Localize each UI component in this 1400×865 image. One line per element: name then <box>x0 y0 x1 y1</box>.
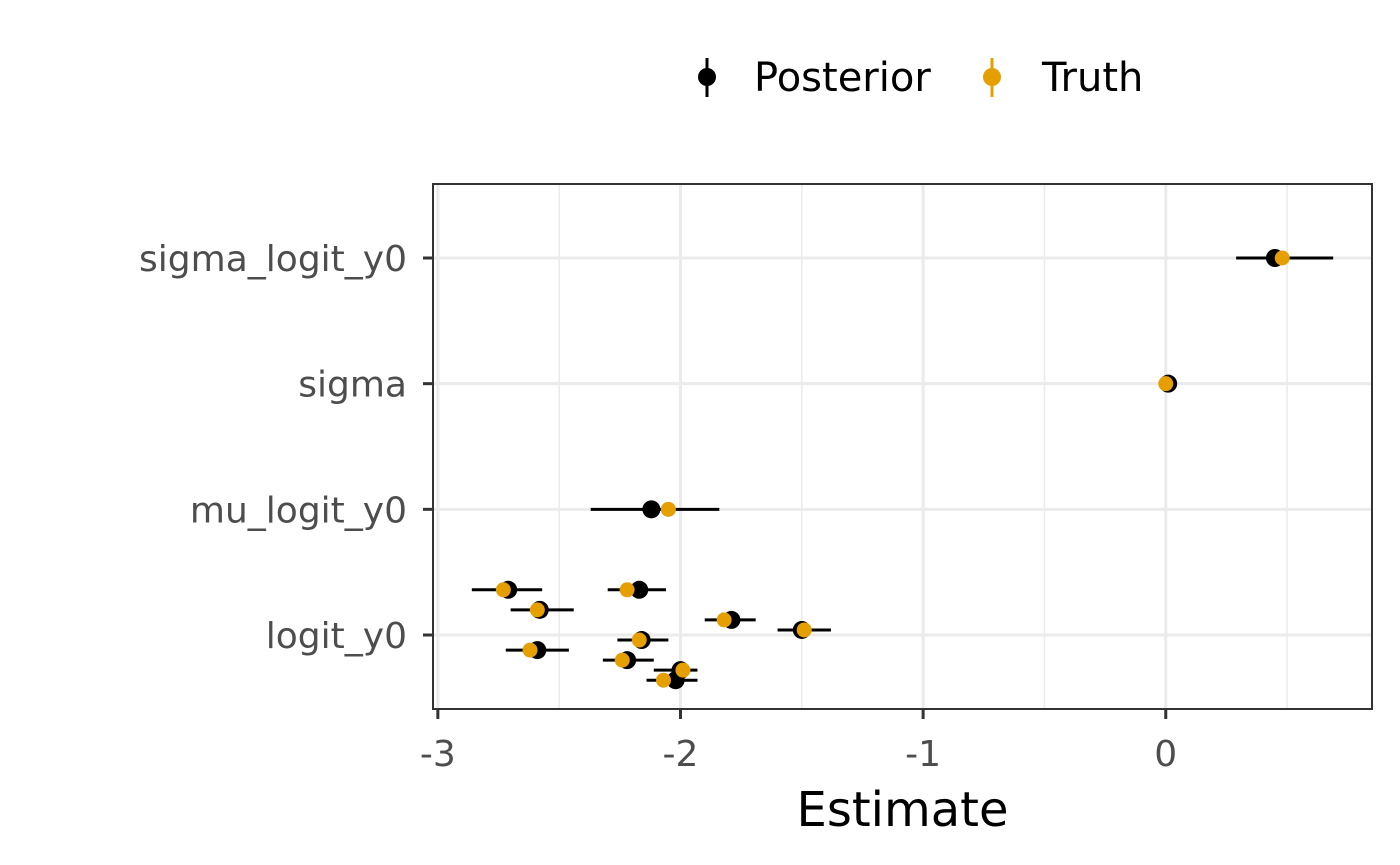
truth-point <box>529 602 545 618</box>
x-axis: -3 -2 -1 0 <box>420 709 1177 775</box>
legend-label-posterior: Posterior <box>754 55 931 101</box>
data-marks <box>471 249 1334 690</box>
posterior-point <box>630 580 649 599</box>
truth-point <box>716 612 732 628</box>
truth-point <box>631 632 647 648</box>
truth-point <box>796 622 812 638</box>
truth-point <box>495 582 511 598</box>
legend: Posterior Truth <box>698 55 1143 101</box>
y-tick-label: sigma <box>298 365 407 406</box>
x-tick-label: -3 <box>420 734 456 775</box>
truth-point <box>1158 376 1174 392</box>
posterior-point <box>642 500 661 519</box>
truth-point <box>660 501 676 517</box>
legend-key-truth <box>983 58 1001 97</box>
y-tick-label: logit_y0 <box>266 616 407 657</box>
x-tick-label: 0 <box>1154 734 1177 775</box>
grid-major <box>433 184 1372 709</box>
truth-point <box>656 672 672 688</box>
panel-background <box>433 184 1372 709</box>
truth-point <box>1274 250 1290 266</box>
x-tick-label: -1 <box>905 734 941 775</box>
truth-point <box>614 652 630 668</box>
truth-point <box>619 582 635 598</box>
legend-key-posterior <box>698 58 716 97</box>
y-tick-label: sigma_logit_y0 <box>139 239 407 280</box>
x-tick-label: -2 <box>663 734 699 775</box>
panel-border <box>432 183 1373 710</box>
truth-point <box>675 662 691 678</box>
truth-point <box>522 642 538 658</box>
y-tick-label: mu_logit_y0 <box>190 490 407 531</box>
legend-label-truth: Truth <box>1041 55 1143 101</box>
x-axis-title: Estimate <box>796 782 1008 838</box>
plot-panel <box>432 183 1373 710</box>
